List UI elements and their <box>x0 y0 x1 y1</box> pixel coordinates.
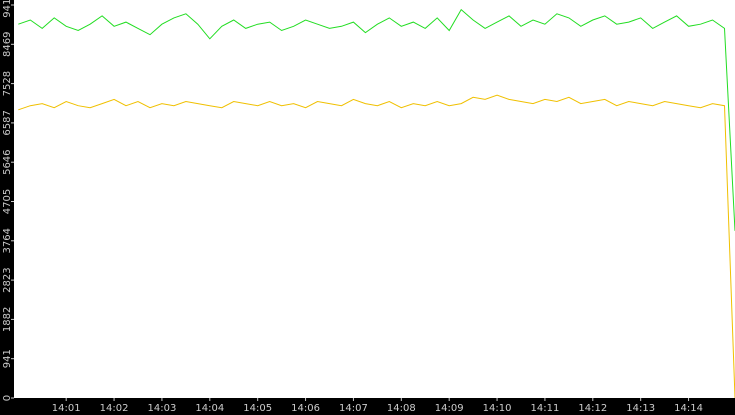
y-tick-label: 1882 <box>2 307 13 332</box>
x-tick-label: 14:13 <box>626 403 655 414</box>
x-tick-label: 14:04 <box>195 403 224 414</box>
x-tick-label: 14:12 <box>578 403 607 414</box>
y-tick-label: 4705 <box>2 189 13 214</box>
y-tick-label: 9410 <box>2 0 13 18</box>
x-tick-label: 14:10 <box>483 403 512 414</box>
x-tick-label: 14:08 <box>387 403 416 414</box>
y-tick-label: 941 <box>2 349 13 368</box>
y-tick-label: 7528 <box>2 71 13 96</box>
y-tick-label: 8469 <box>2 32 13 57</box>
x-tick-label: 14:01 <box>52 403 81 414</box>
x-tick-label: 14:09 <box>435 403 464 414</box>
x-tick-label: 14:05 <box>243 403 272 414</box>
y-tick-label: 3764 <box>2 228 13 253</box>
series-line <box>18 8 735 231</box>
series-line <box>18 94 735 399</box>
y-tick-label: 0 <box>2 395 13 401</box>
y-tick-label: 6587 <box>2 110 13 135</box>
y-tick-label: 5646 <box>2 149 13 174</box>
x-tick-label: 14:07 <box>339 403 368 414</box>
x-tick-label: 14:02 <box>100 403 129 414</box>
x-tick-label: 14:14 <box>674 403 703 414</box>
plot-area <box>14 0 735 398</box>
x-tick-label: 14:06 <box>291 403 320 414</box>
x-tick-label: 14:11 <box>531 403 560 414</box>
x-tick-label: 14:03 <box>148 403 177 414</box>
y-tick-label: 2823 <box>2 267 13 292</box>
